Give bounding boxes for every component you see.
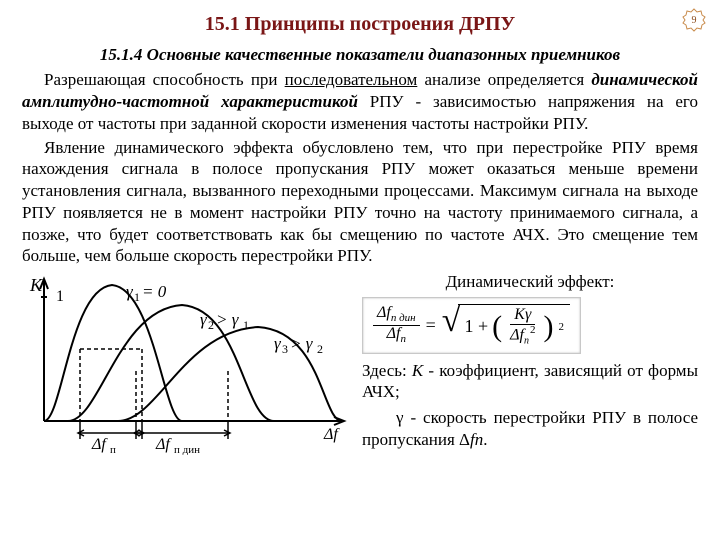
svg-text:п дин: п дин <box>174 444 200 455</box>
description-k: Здесь: K - коэффициент, зависящий от фор… <box>362 360 698 404</box>
dynamic-effect-label: Динамический эффект: <box>362 271 698 293</box>
svg-text:2: 2 <box>317 342 323 356</box>
formula: Δfп дин Δfп = √ 1 + ( Kγ Δfп2 <box>373 304 570 347</box>
section-title: 15.1 Принципы построения ДРПУ <box>22 12 698 38</box>
afc-figure: K 1 Δf γ 1 = 0 γ 2 <box>22 271 354 455</box>
svg-text:Δf: Δf <box>155 436 172 453</box>
right-column: Динамический эффект: Δfп дин Δfп = √ 1 + <box>362 271 698 455</box>
svg-text:2: 2 <box>208 318 214 332</box>
page-number: 9 <box>692 15 697 26</box>
document-page: 15.1 Принципы построения ДРПУ 15.1.4 Осн… <box>0 0 720 465</box>
subsection-title: 15.1.4 Основные качественные показатели … <box>22 44 698 66</box>
paragraph-2: Явление динамического эффекта обусловлен… <box>22 137 698 268</box>
svg-text:1: 1 <box>56 288 64 305</box>
svg-text:> γ: > γ <box>216 310 240 329</box>
svg-text:п: п <box>110 444 116 455</box>
svg-text:1: 1 <box>243 318 249 332</box>
underlined-term: последовательном <box>285 70 418 89</box>
figure-column: K 1 Δf γ 1 = 0 γ 2 <box>22 271 354 455</box>
paragraph-1: Разрешающая способность при последовател… <box>22 69 698 134</box>
lower-row: K 1 Δf γ 1 = 0 γ 2 <box>22 271 698 455</box>
svg-text:Δf: Δf <box>91 436 108 453</box>
description-gamma: γ - скорость перестройки РПУ в полосе пр… <box>362 407 698 451</box>
svg-text:K: K <box>29 275 43 295</box>
svg-text:= 0: = 0 <box>142 282 167 301</box>
svg-text:1: 1 <box>134 290 140 304</box>
svg-text:Δf: Δf <box>323 426 340 443</box>
formula-container: Δfп дин Δfп = √ 1 + ( Kγ Δfп2 <box>362 297 698 354</box>
svg-text:3: 3 <box>282 342 288 356</box>
page-number-badge: 9 <box>682 8 706 32</box>
svg-text:> γ: > γ <box>290 334 314 353</box>
